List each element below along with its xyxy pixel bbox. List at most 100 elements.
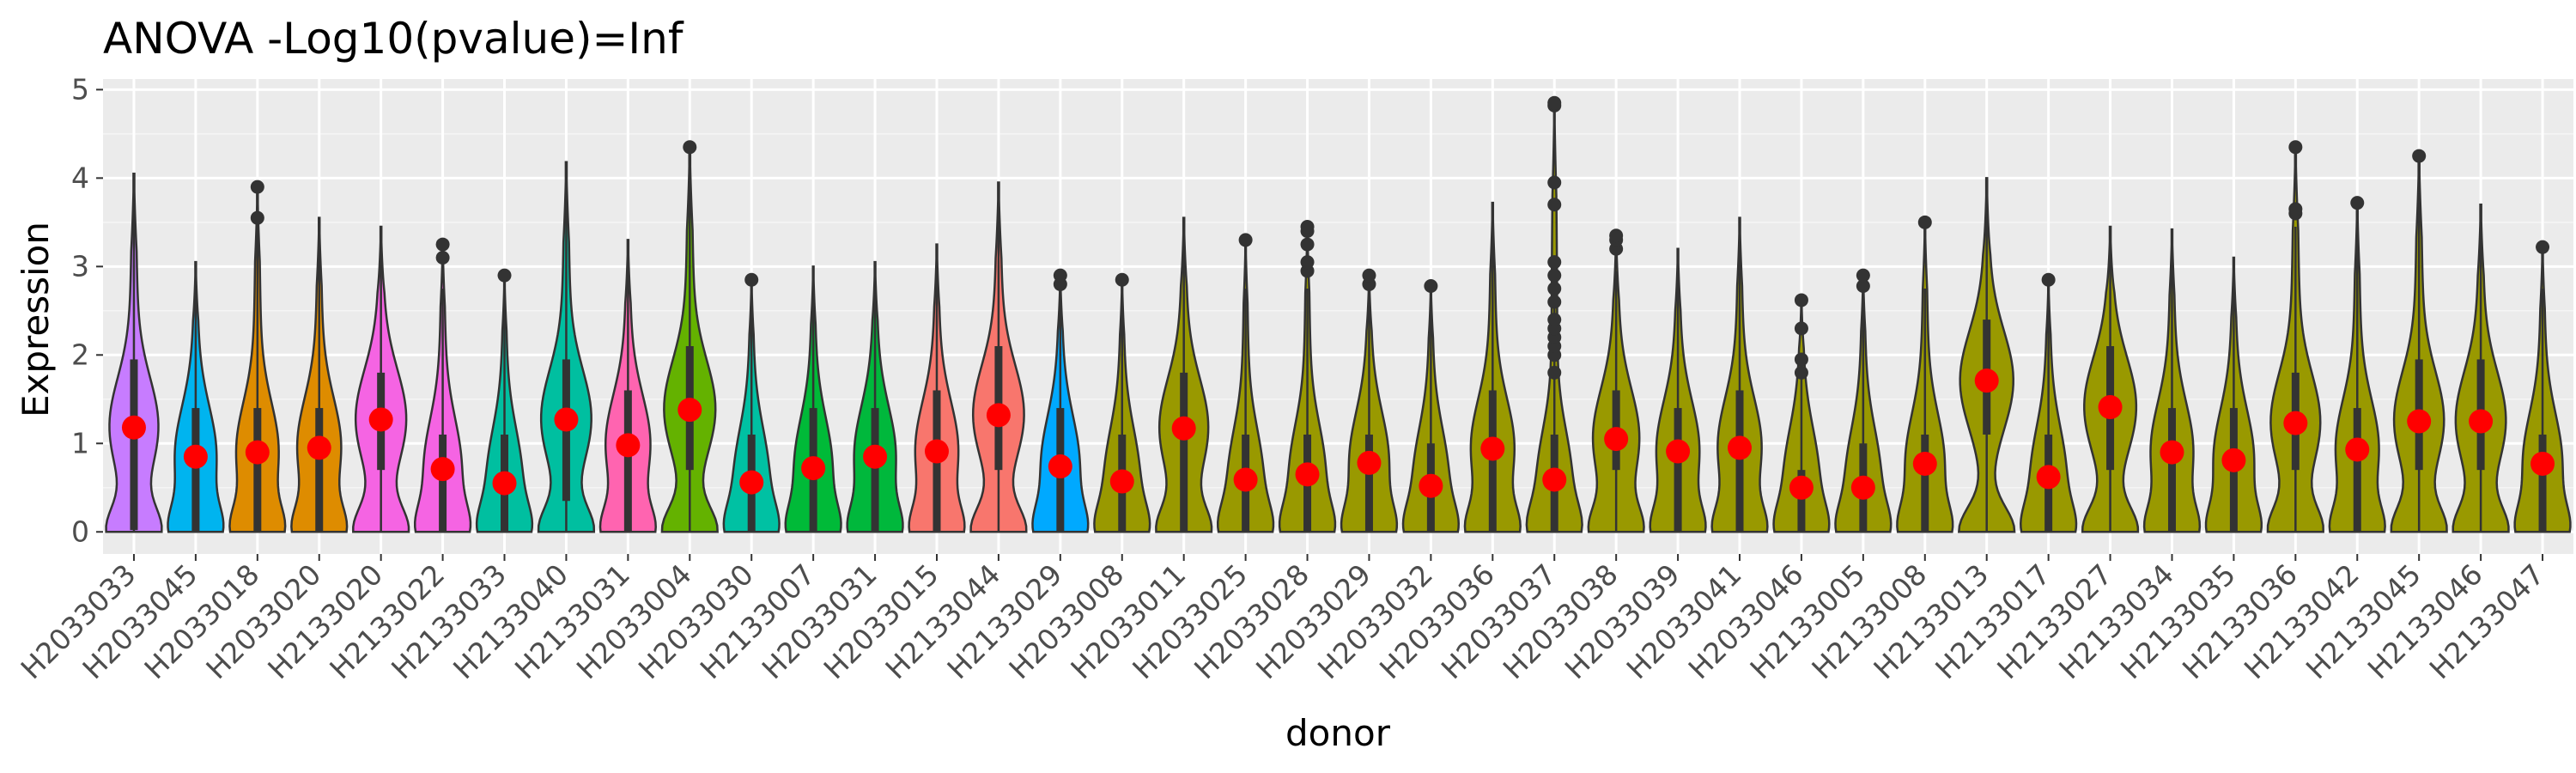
- y-axis: 0 1 2 3 4 5: [71, 72, 103, 548]
- mean-point: [430, 457, 455, 482]
- outlier-point: [435, 251, 450, 265]
- mean-point: [1357, 450, 1382, 475]
- mean-point: [492, 471, 517, 496]
- outlier-point: [683, 140, 697, 155]
- outlier-point: [1609, 228, 1624, 243]
- mean-point: [739, 470, 764, 495]
- mean-point: [1789, 475, 1814, 500]
- outlier-point: [1238, 233, 1253, 247]
- mean-point: [863, 444, 888, 469]
- box-iqr: [1364, 434, 1373, 533]
- mean-point: [1109, 469, 1134, 494]
- mean-point: [2530, 451, 2555, 476]
- mean-point: [1912, 451, 1937, 476]
- outlier-point: [497, 268, 512, 283]
- box-iqr: [2353, 408, 2361, 533]
- outlier-point: [1547, 175, 1562, 190]
- y-tick-label: 5: [71, 72, 89, 106]
- mean-point: [616, 433, 641, 458]
- mean-point: [2469, 409, 2494, 434]
- outlier-point: [1917, 215, 1932, 229]
- outlier-point: [435, 237, 450, 252]
- y-tick-label: 1: [71, 426, 89, 460]
- box-iqr: [1488, 390, 1497, 533]
- outlier-point: [744, 272, 759, 287]
- outlier-point: [2041, 272, 2056, 287]
- box-iqr: [871, 408, 879, 533]
- mean-point: [2160, 440, 2184, 465]
- box-iqr: [1674, 408, 1682, 533]
- outlier-point: [2412, 149, 2427, 163]
- mean-point: [1542, 467, 1567, 492]
- outlier-point: [1794, 352, 1808, 367]
- mean-point: [1850, 475, 1875, 500]
- mean-point: [1666, 439, 1691, 464]
- mean-point: [554, 407, 579, 432]
- outlier-point: [1300, 255, 1315, 270]
- y-tick-label: 2: [71, 338, 89, 371]
- mean-point: [1974, 368, 1999, 393]
- mean-point: [1048, 454, 1072, 479]
- mean-point: [183, 444, 208, 469]
- mean-point: [801, 456, 826, 481]
- outlier-point: [1547, 255, 1562, 270]
- box-iqr: [130, 359, 138, 531]
- mean-point: [2036, 465, 2061, 490]
- chart-title: ANOVA -Log10(pvalue)=Inf: [103, 14, 684, 64]
- box-iqr: [315, 408, 324, 533]
- mean-point: [2221, 447, 2246, 472]
- outlier-point: [250, 210, 264, 225]
- outlier-point: [2288, 140, 2303, 155]
- box-iqr: [2538, 434, 2547, 533]
- mean-point: [1480, 436, 1505, 461]
- y-tick-label: 0: [71, 514, 89, 548]
- mean-point: [2407, 409, 2432, 434]
- outlier-point: [1115, 272, 1129, 287]
- y-tick-label: 3: [71, 249, 89, 283]
- outlier-point: [250, 180, 264, 194]
- x-axis: H2033033H2033045H2033018H2033020H2133020…: [15, 554, 2551, 685]
- mean-point: [1728, 435, 1753, 460]
- mean-point: [368, 407, 393, 432]
- outlier-point: [1424, 278, 1438, 293]
- outlier-point: [2288, 202, 2303, 216]
- box-iqr: [1180, 372, 1188, 533]
- mean-point: [1295, 462, 1320, 487]
- box-iqr: [191, 408, 200, 533]
- mean-point: [307, 435, 331, 460]
- violins: [105, 95, 2572, 533]
- box-iqr: [1921, 434, 1929, 533]
- mean-point: [245, 440, 270, 465]
- mean-point: [1233, 467, 1258, 492]
- outlier-point: [1547, 282, 1562, 296]
- mean-point: [2345, 437, 2370, 462]
- outlier-point: [1794, 321, 1808, 336]
- box-iqr: [253, 408, 262, 533]
- outlier-point: [1794, 293, 1808, 307]
- box-iqr: [1735, 390, 1744, 533]
- outlier-point: [1547, 313, 1562, 327]
- x-axis-title: donor: [1285, 712, 1391, 754]
- box-iqr: [623, 390, 632, 533]
- mean-point: [986, 403, 1011, 428]
- outlier-point: [1856, 278, 1870, 293]
- outlier-point: [1547, 295, 1562, 309]
- outlier-point: [1300, 219, 1315, 234]
- plot-panel: [103, 79, 2573, 554]
- mean-point: [1171, 416, 1196, 441]
- y-tick-label: 4: [71, 161, 89, 194]
- mean-point: [2283, 411, 2308, 435]
- outlier-point: [1300, 237, 1315, 252]
- mean-point: [677, 398, 702, 423]
- mean-point: [1419, 473, 1443, 498]
- outlier-point: [1856, 268, 1870, 283]
- outlier-point: [1547, 365, 1562, 380]
- outlier-point: [1547, 268, 1562, 283]
- mean-point: [1604, 427, 1629, 452]
- mean-point: [121, 415, 146, 440]
- outlier-point: [1053, 268, 1067, 283]
- outlier-point: [1362, 268, 1376, 283]
- outlier-point: [1547, 198, 1562, 212]
- mean-point: [2098, 395, 2123, 420]
